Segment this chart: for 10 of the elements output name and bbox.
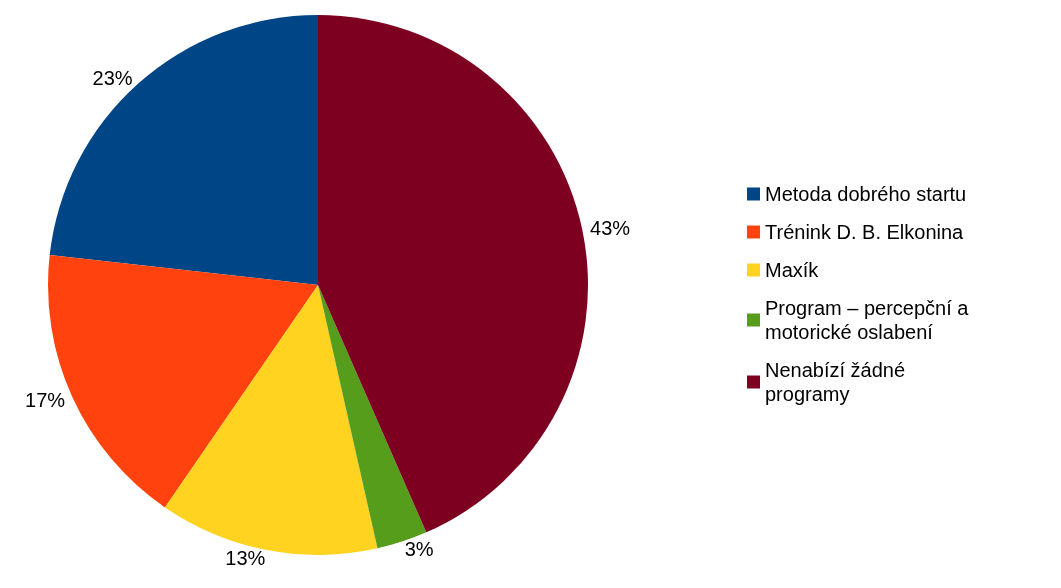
data-label: 17% <box>25 389 66 412</box>
data-label: 3% <box>404 538 434 561</box>
data-label: 43% <box>590 217 631 240</box>
legend-label: Metoda dobrého startu <box>765 183 967 205</box>
legend-label: Program – percepční a motorické oslabení <box>765 297 974 343</box>
legend-label: Nenabízí žádné programy <box>765 359 911 405</box>
legend-label: Maxík <box>765 259 820 281</box>
legend-label: Trénink D. B. Elkonina <box>765 221 965 243</box>
data-label: 23% <box>92 66 133 89</box>
data-label: 13% <box>225 546 266 569</box>
